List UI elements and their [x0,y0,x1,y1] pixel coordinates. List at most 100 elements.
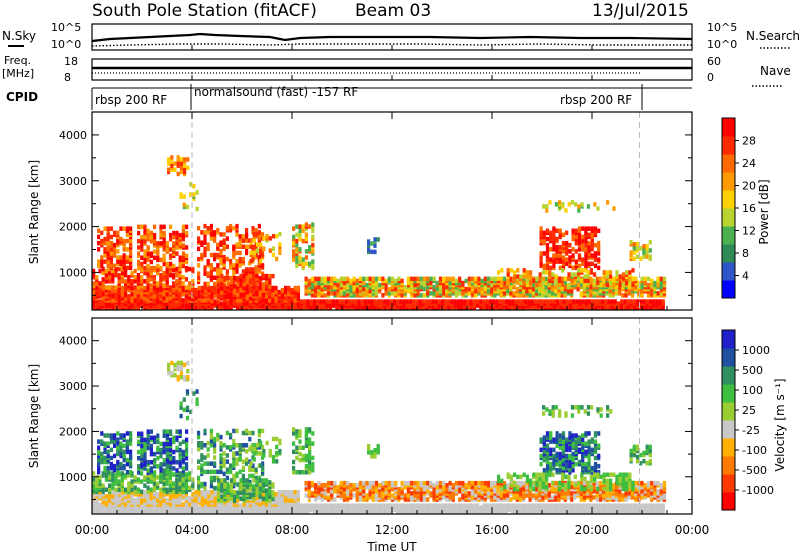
velocity-echo-cell [591,503,595,508]
velocity-echo-cell [129,441,133,446]
power-echo-cell [639,256,643,261]
velocity-echo-cell [197,434,201,440]
power-echo-cell [197,236,201,241]
velocity-echo-cell [594,503,598,508]
power-echo-cell [568,249,572,254]
power-echo-cell [143,279,147,284]
power-echo-cell [172,230,176,236]
power-echo-cell [255,231,260,237]
velocity-echo-cell [95,483,99,488]
velocity-echo-cell [225,453,229,458]
velocity-echo-cell [197,430,201,436]
velocity-echo-cell [565,503,569,508]
power-echo-cell [397,289,401,294]
power-echo-cell [655,299,659,304]
power-echo-cell [213,230,217,235]
velocity-echo-cell [325,503,329,508]
velocity-echo-cell [175,477,179,482]
power-echo-cell [490,276,494,282]
power-echo-cell [524,299,528,304]
power-echo-cell [216,242,220,247]
power-echo-cell [195,190,199,195]
velocity-echo-cell [597,503,601,508]
power-echo-cell [101,296,105,301]
power-echo-cell [437,299,441,304]
power-echo-cell [108,270,112,276]
velocity-echo-cell [225,430,229,436]
power-echo-cell [122,238,126,244]
velocity-echo-cell [146,460,150,465]
power-echo-cell [609,280,613,285]
power-echo-cell [373,243,377,248]
velocity-echo-cell [245,461,249,466]
power-echo-cell [242,292,246,297]
power-echo-cell [284,285,288,291]
power-echo-cell [185,253,189,258]
power-echo-cell [172,281,176,286]
velocity-echo-cell [203,455,207,460]
power-echo-cell [140,224,144,230]
velocity-echo-cell [149,443,153,449]
velocity-echo-cell [162,429,166,434]
power-echo-cell [472,299,476,304]
velocity-echo-cell [98,475,102,480]
velocity-echo-cell [225,459,229,464]
power-echo-cell [562,299,566,304]
power-echo-cell [226,299,230,304]
power-echo-cell [124,292,128,297]
power-echo-cell [184,294,188,299]
velocity-echo-cell [572,503,576,508]
power-echo-cell [140,243,144,248]
power-echo-cell [229,265,233,270]
velocity-echo-cell [562,503,566,508]
nave-tick-low: 0 [707,71,714,84]
power-echo-cell [101,266,105,272]
power-echo-cell [206,226,210,231]
power-echo-cell [179,192,183,197]
velocity-echo-cell [287,490,291,495]
velocity-echo-cell [306,503,310,508]
power-echo-cell [264,298,268,303]
power-echo-cell [450,299,454,304]
velocity-echo-cell [463,503,467,508]
power-echo-cell [175,251,179,256]
velocity-echo-cell [222,471,226,477]
velocity-echo-cell [159,492,163,497]
power-echo-cell [539,251,543,256]
power-echo-cell [213,275,217,280]
power-echo-cell [621,272,625,277]
power-echo-cell [613,299,617,304]
power-echo-cell [485,299,489,304]
velocity-echo-cell [300,503,304,508]
velocity-echo-cell [476,503,480,508]
power-echo-cell [184,277,188,282]
power-echo-cell [326,276,331,282]
velocity-echo-cell [153,439,157,445]
power-echo-cell [101,277,105,282]
velocity-echo-cell [203,481,207,487]
power-echo-cell [133,285,137,290]
power-echo-cell [577,208,581,213]
velocity-echo-cell [220,503,224,508]
power-echo-cell [97,228,101,233]
power-echo-cell [573,276,577,282]
power-echo-cell [583,282,587,288]
power-echo-cell [137,245,141,250]
power-echo-cell [203,236,207,241]
velocity-echo-cell [109,465,113,471]
power-echo-cell [454,278,459,284]
power-echo-cell [209,271,213,276]
power-echo-cell [550,276,555,282]
power-echo-cell [577,226,582,231]
velocity-echo-cell [146,468,150,473]
date-title: 13/Jul/2015 [592,1,689,21]
power-echo-cell [304,249,308,254]
power-echo-cell [549,265,553,271]
power-echo-cell [561,202,565,207]
power-echo-cell [499,276,503,282]
velocity-echo-cell [111,483,115,488]
power-echo-cell [596,206,600,211]
power-echo-cell [137,251,141,256]
power-echo-cell [538,282,542,288]
power-echo-cell [371,276,375,282]
